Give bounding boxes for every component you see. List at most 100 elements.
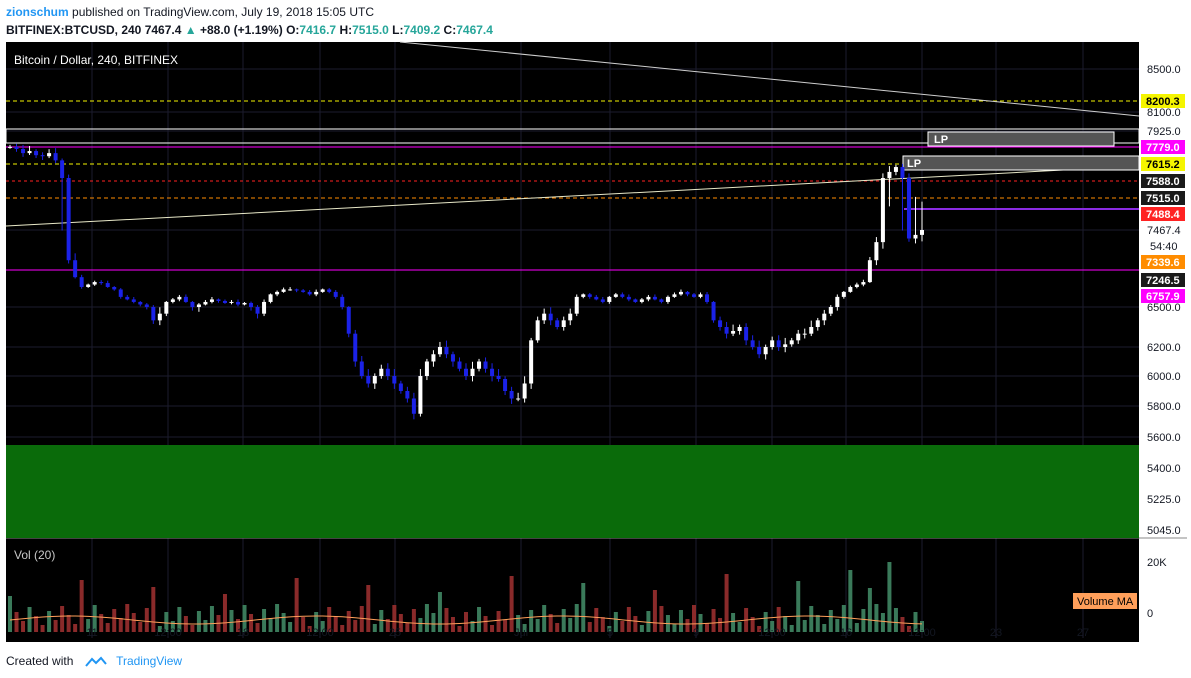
price-label-badge [1141,207,1185,221]
candle-body [672,294,677,297]
volume-bar [53,620,58,632]
candle-body [105,283,110,287]
price-tick-label: 8100.0 [1147,107,1181,119]
candle-body [359,361,364,376]
demand-zone [6,445,1139,538]
candle-body [131,299,136,302]
candle-body [92,282,97,285]
volume-bar [405,623,410,632]
volume-bar [294,578,299,632]
candle-body [490,368,495,376]
candle-body [854,284,859,287]
candle-body [294,289,299,291]
candle-body [750,340,755,347]
volume-bar [79,580,84,632]
candle-body [906,178,911,239]
volume-bar [314,612,319,632]
volume-bar [678,610,683,632]
candle-body [366,376,371,384]
time-tick-label: 9 [693,627,699,639]
price-tick-label: 5600.0 [1147,432,1181,444]
author-link[interactable]: zionschum [6,5,69,19]
volume-bar [607,626,612,632]
volume-bar [600,617,605,632]
volume-bar [880,613,885,632]
candle-body [216,299,221,301]
candle-body [144,304,149,307]
price-label-badge [1141,94,1185,108]
price-label-badge [1141,140,1185,154]
time-tick-label: 25 [389,627,401,639]
price-tick-label: 5225.0 [1147,494,1181,506]
candle-body [327,289,332,292]
candle-body [450,354,455,362]
volume-bar [262,609,267,632]
candle-body [698,294,703,297]
candle-body [405,391,410,399]
volume-bar [203,620,208,632]
price-tick-label: 6500.0 [1147,302,1181,314]
candle-body [802,333,807,335]
candle-body [53,153,58,161]
volume-bar [698,614,703,632]
time-tick-label: 12:00 [306,627,334,639]
candle-body [21,148,26,154]
volume-bar [14,612,19,632]
volume-bar [646,611,651,632]
volume-bar [893,608,898,632]
trend-line-down [399,41,1140,117]
candle-body [209,299,214,302]
volume-bar [138,622,143,632]
lp-box-upper [927,131,1115,147]
volume-bar [900,617,905,632]
candle-body [372,376,377,384]
volume-bar [763,612,768,632]
volume-bar [164,612,169,632]
price-chart[interactable]: LP LP 8500.0 8100.0 7925.0 7467.4 6500.0 6200.… [0,40,1191,648]
volume-bar [887,562,892,632]
volume-ma-label: Volume MA [1077,596,1134,608]
candle-body [392,376,397,384]
candle-body [620,294,625,297]
candle-body [496,376,501,379]
volume-bar [437,592,442,632]
time-tick-label: 11 [86,627,97,639]
chart-header: zionschum published on TradingView.com, … [6,3,1186,39]
candle-body [79,277,84,287]
candle-body [281,289,286,292]
volume-bar [398,614,403,632]
volume-bar [392,605,397,632]
tradingview-logo-icon [84,656,107,667]
candle-body [385,368,390,376]
candle-body [424,361,429,376]
candle-body [776,340,781,347]
price-label-badge [1141,191,1185,205]
candle-body [789,340,794,345]
candle-body [880,178,885,243]
volume-bar [692,605,696,632]
candle-body [444,347,449,355]
tradingview-link[interactable]: TradingView [116,654,183,668]
volume-bar [594,608,599,632]
volume-bar [327,607,332,632]
time-tick-label: 12:00 [154,627,182,639]
candle-body [262,301,267,314]
symbol-line: BITFINEX:BTCUSD, 240 7467.4 ▲ +88.0 (+1.… [6,21,1186,39]
candle-body [874,242,879,261]
candle-body [835,296,840,307]
publish-line: zionschum published on TradingView.com, … [6,3,1186,21]
volume-bar [366,585,371,632]
close-label: C: [443,23,457,37]
volume-bar [307,626,312,632]
volume-bar [770,621,775,632]
candle-body [626,296,631,300]
candle-body [40,155,45,157]
candle-body [815,320,820,327]
volume-title: Vol (20) [14,548,55,562]
volume-bar [535,619,540,632]
candle-body [535,320,540,341]
volume-bar [802,620,807,632]
volume-bar [73,624,78,632]
volume-bar [431,613,436,632]
candle-body [652,296,657,300]
